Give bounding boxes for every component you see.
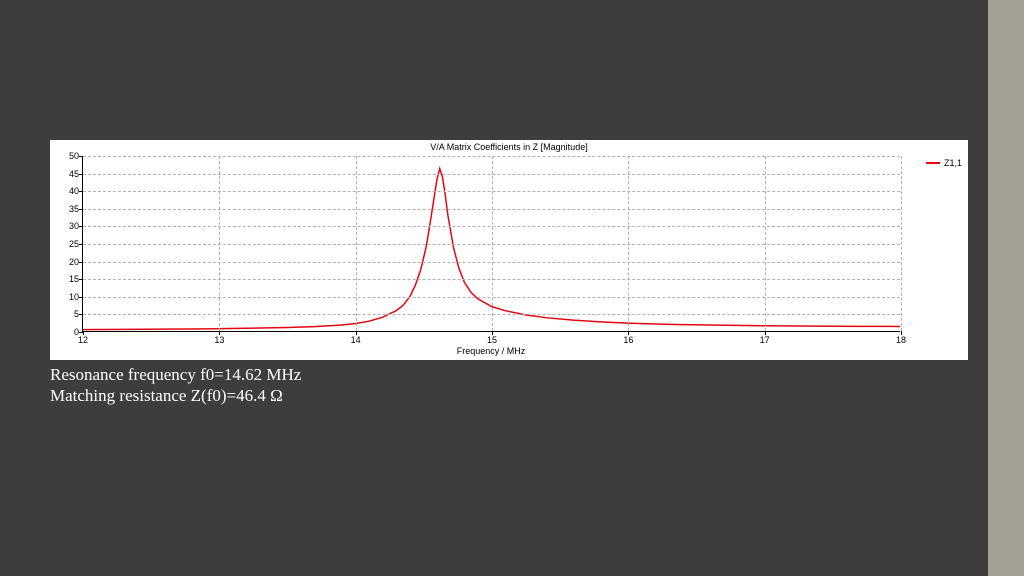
legend-label: Z1,1 xyxy=(944,158,962,168)
y-tick-mark xyxy=(79,244,83,245)
y-tick-mark xyxy=(79,297,83,298)
x-tick-label: 14 xyxy=(351,335,361,345)
y-tick-mark xyxy=(79,279,83,280)
y-tick-mark xyxy=(79,226,83,227)
legend-swatch xyxy=(926,162,940,164)
chart-title: V/A Matrix Coefficients in Z [Magnitude] xyxy=(50,142,968,152)
y-tick-label: 30 xyxy=(69,221,79,231)
x-tick-label: 18 xyxy=(896,335,906,345)
y-tick-label: 40 xyxy=(69,186,79,196)
gridline-v xyxy=(219,156,220,331)
gridline-v xyxy=(628,156,629,331)
legend: Z1,1 xyxy=(926,158,962,168)
x-tick-label: 16 xyxy=(623,335,633,345)
caption-line-1: Resonance frequency f0=14.62 MHz xyxy=(50,364,301,385)
x-axis-label: Frequency / MHz xyxy=(82,346,900,356)
y-tick-label: 10 xyxy=(69,292,79,302)
y-tick-label: 35 xyxy=(69,204,79,214)
gridline-v xyxy=(765,156,766,331)
y-tick-mark xyxy=(79,314,83,315)
y-tick-mark xyxy=(79,174,83,175)
y-tick-mark xyxy=(79,262,83,263)
y-tick-mark xyxy=(79,191,83,192)
y-tick-label: 45 xyxy=(69,169,79,179)
y-tick-label: 20 xyxy=(69,257,79,267)
x-tick-label: 12 xyxy=(78,335,88,345)
side-strip xyxy=(988,0,1024,576)
chart-card: V/A Matrix Coefficients in Z [Magnitude]… xyxy=(50,140,968,360)
gridline-v xyxy=(901,156,902,331)
x-tick-label: 13 xyxy=(214,335,224,345)
x-tick-label: 15 xyxy=(487,335,497,345)
gridline-v xyxy=(356,156,357,331)
plot-area: 0510152025303540455012131415161718 xyxy=(82,156,900,332)
y-tick-label: 50 xyxy=(69,151,79,161)
gridline-v xyxy=(492,156,493,331)
y-tick-label: 5 xyxy=(74,309,79,319)
y-tick-mark xyxy=(79,209,83,210)
caption-line-2: Matching resistance Z(f0)=46.4 Ω xyxy=(50,385,301,406)
y-tick-label: 25 xyxy=(69,239,79,249)
y-tick-mark xyxy=(79,156,83,157)
x-tick-label: 17 xyxy=(760,335,770,345)
y-tick-label: 15 xyxy=(69,274,79,284)
captions: Resonance frequency f0=14.62 MHz Matchin… xyxy=(50,364,301,407)
